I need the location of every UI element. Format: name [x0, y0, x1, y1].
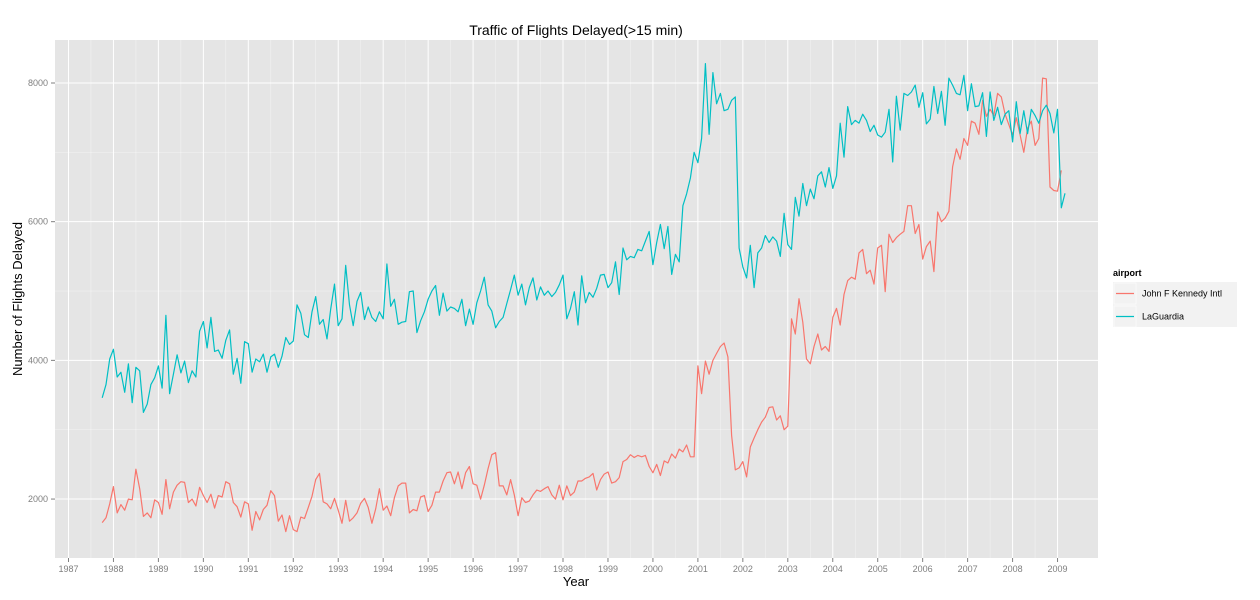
y-axis: 2000 4000 6000 8000	[28, 78, 55, 504]
y-axis-title: Number of Flights Delayed	[10, 222, 25, 376]
grid-minor	[55, 40, 1098, 558]
x-tick-label: 1989	[148, 564, 168, 574]
x-tick-label: 1996	[463, 564, 483, 574]
x-tick-label: 2000	[643, 564, 663, 574]
x-tick-label: 1992	[283, 564, 303, 574]
y-tick-label: 6000	[28, 217, 48, 227]
series-line-laguardia	[101, 62, 1066, 413]
x-axis-title: Year	[563, 574, 590, 589]
x-tick-label: 2008	[1003, 564, 1023, 574]
y-tick-label: 2000	[28, 494, 48, 504]
x-tick-label: 2002	[733, 564, 753, 574]
x-axis: 1987 1988 1989 1990 1991 1992 1993 1994 1995 1996…	[58, 558, 1068, 574]
legend-label-john-f-kennedy-intl: John F Kennedy Intl	[1142, 289, 1222, 299]
legend-label-laguardia: LaGuardia	[1142, 312, 1184, 322]
series-line-john-f-kennedy-intl	[101, 77, 1062, 533]
y-tick-label: 8000	[28, 78, 48, 88]
x-tick-label: 1991	[238, 564, 258, 574]
x-tick-label: 1998	[553, 564, 573, 574]
x-tick-label: 1993	[328, 564, 348, 574]
chart-title: Traffic of Flights Delayed(>15 min)	[469, 22, 683, 38]
x-tick-label: 1987	[58, 564, 78, 574]
x-tick-label: 1988	[103, 564, 123, 574]
x-tick-label: 2001	[688, 564, 708, 574]
x-tick-label: 2003	[778, 564, 798, 574]
legend-title: airport	[1113, 268, 1142, 278]
x-tick-label: 2007	[958, 564, 978, 574]
x-tick-label: 2004	[823, 564, 843, 574]
y-tick-label: 4000	[28, 355, 48, 365]
x-tick-label: 1990	[193, 564, 213, 574]
x-tick-label: 1994	[373, 564, 393, 574]
plot-panel	[55, 40, 1098, 558]
x-tick-label: 2009	[1048, 564, 1068, 574]
legend: airport John F Kennedy Intl LaGuardia	[1113, 268, 1237, 328]
x-tick-label: 2005	[868, 564, 888, 574]
series-layer	[101, 62, 1066, 533]
x-tick-label: 1999	[598, 564, 618, 574]
x-tick-label: 2006	[913, 564, 933, 574]
x-tick-label: 1997	[508, 564, 528, 574]
x-tick-label: 1995	[418, 564, 438, 574]
